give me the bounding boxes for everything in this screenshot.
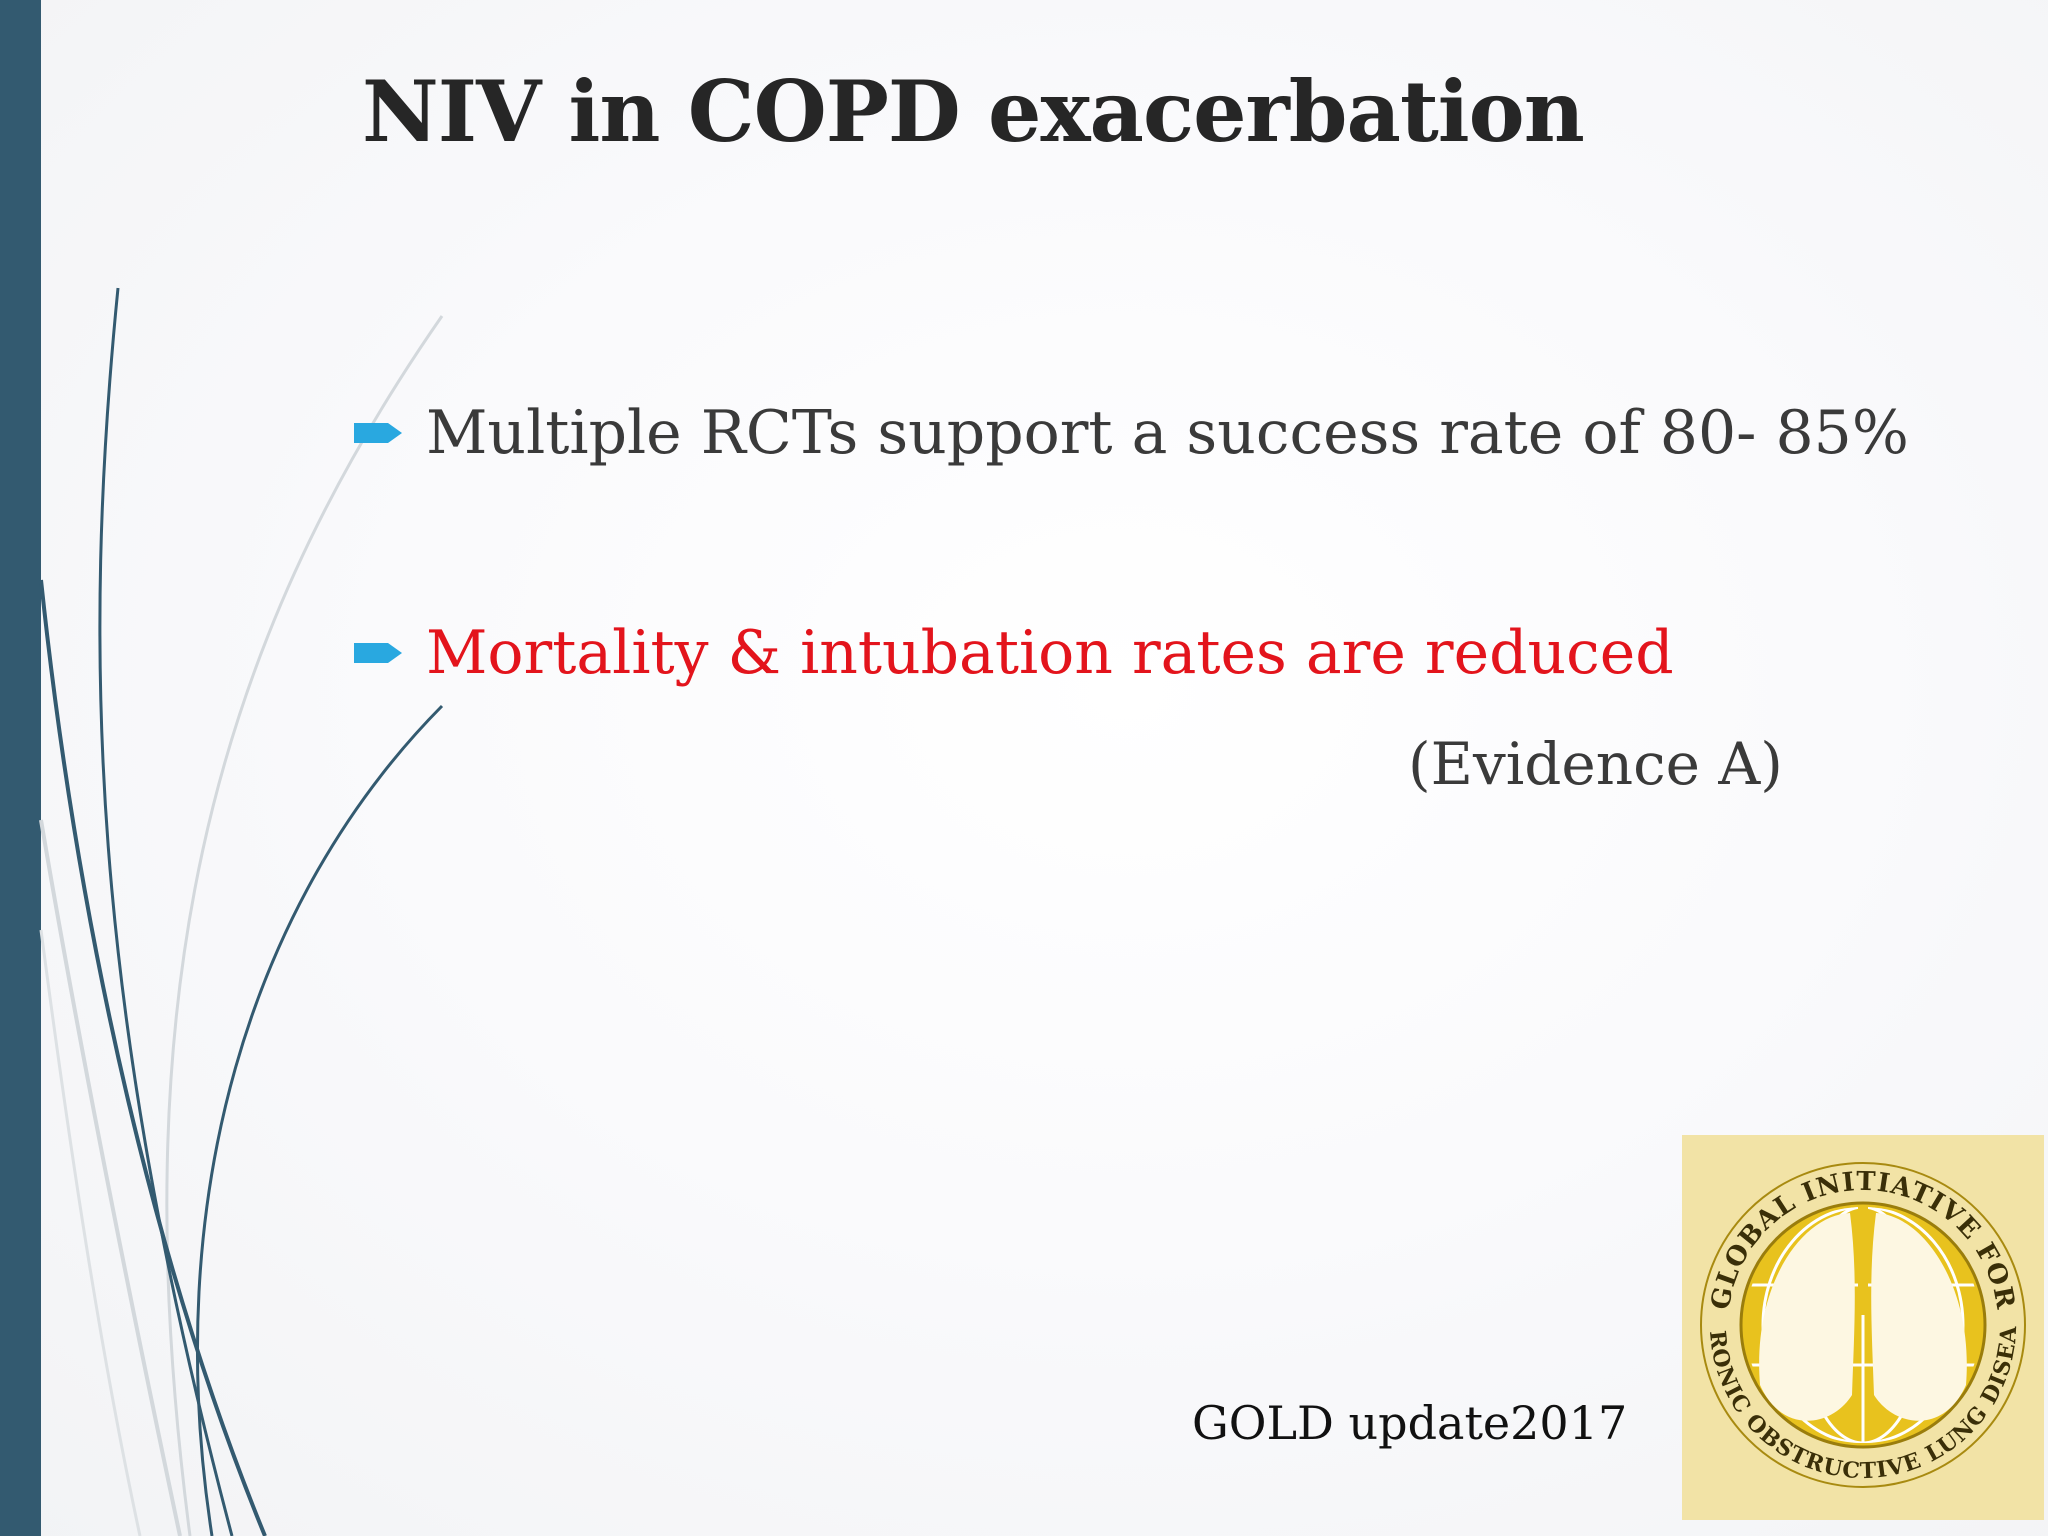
- evidence-level: (Evidence A): [1408, 730, 1783, 798]
- arrow-right-icon: [354, 643, 402, 663]
- bullet-item: Multiple RCTs support a success rate of …: [352, 398, 1909, 468]
- arrow-right-icon: [354, 423, 402, 443]
- source-citation: GOLD update2017: [1192, 1396, 1628, 1450]
- bullet-item-highlighted: Mortality & intubation rates are reduced: [352, 618, 1674, 688]
- bullet-text: Multiple RCTs support a success rate of …: [426, 398, 1909, 468]
- bullet-text: Mortality & intubation rates are reduced: [426, 618, 1674, 688]
- gold-initiative-logo-icon: GLOBAL INITIATIVE FOR CHRONIC OBSTRUCTIV…: [1671, 1115, 2044, 1520]
- slide-title: NIV in COPD exacerbation: [362, 62, 1585, 161]
- left-accent-bar: [0, 0, 41, 1536]
